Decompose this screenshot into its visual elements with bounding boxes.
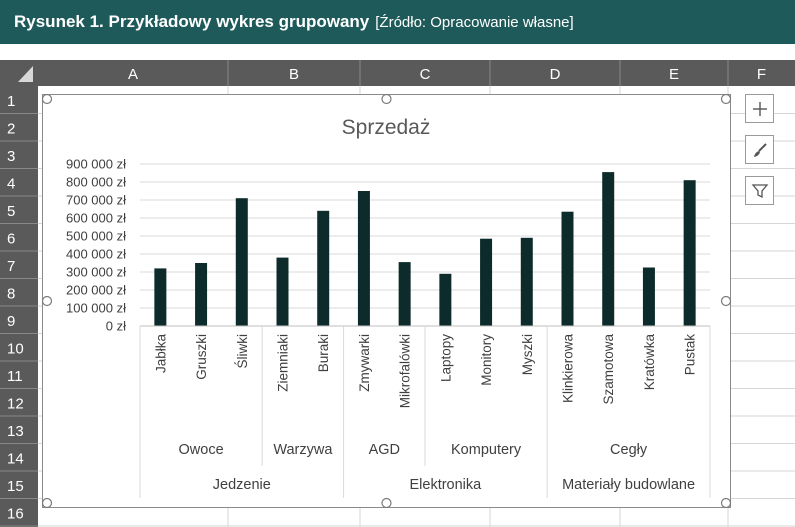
bar-1	[154, 268, 167, 326]
resize-handle	[720, 295, 731, 307]
group-label-level2: Materiały budowlane	[562, 477, 695, 493]
y-tick-label: 500 000 zł	[66, 229, 126, 244]
resize-handle	[720, 497, 731, 508]
row-header-2: 2	[7, 121, 15, 138]
y-tick-label: 0 zł	[106, 319, 126, 334]
resize-handle	[720, 94, 731, 105]
group-label-level2: Jedzenie	[213, 477, 271, 493]
column-header-A: A	[128, 66, 138, 83]
row-header-1: 1	[7, 93, 15, 110]
bar-6	[357, 191, 370, 326]
resize-handle	[42, 497, 53, 508]
bar-14	[683, 180, 696, 326]
x-tick-label: Ziemniaki	[276, 334, 291, 392]
x-tick-label: Myszki	[520, 334, 535, 375]
bar-13	[642, 267, 655, 326]
x-tick-label: Jabłka	[153, 334, 168, 374]
resize-handle	[381, 94, 392, 105]
spreadsheet: A B C D E F 1 2 3 4 5 6 7 8 9 10 11 12 13 14 15 16 Sprzedaż 0 …	[0, 60, 795, 527]
row-header-14: 14	[7, 451, 24, 468]
row-header-6: 6	[7, 231, 15, 248]
row-header-9: 9	[7, 313, 15, 330]
chart-styles-button[interactable]	[745, 135, 774, 164]
x-tick-label: Buraki	[316, 334, 331, 372]
row-header-8: 8	[7, 286, 15, 303]
x-tick-label: Klinkierowa	[561, 334, 576, 404]
x-tick-label: Zmywarki	[357, 334, 372, 392]
caption-source: [Źródło: Opracowanie własne]	[375, 13, 574, 31]
row-header-16: 16	[7, 506, 24, 523]
bar-4	[276, 257, 289, 326]
bar-9	[480, 238, 493, 326]
x-tick-label: Pustak	[683, 334, 698, 376]
x-tick-label: Śliwki	[235, 334, 250, 369]
select-all-icon	[18, 66, 33, 82]
column-header-C: C	[420, 66, 431, 83]
chart-area[interactable]: Sprzedaż 0 zł 100 000 zł 200 000 zł 300 000 …	[42, 94, 731, 508]
chart-elements-button[interactable]	[745, 94, 774, 123]
x-tick-label: Monitory	[479, 334, 494, 386]
bar-2	[195, 263, 208, 326]
row-header-11: 11	[7, 368, 23, 385]
resize-handle	[42, 295, 53, 307]
row-header-10: 10	[7, 341, 24, 358]
group-label-level2: Elektronika	[409, 477, 482, 493]
column-header-B: B	[289, 66, 299, 83]
y-tick-label: 800 000 zł	[66, 175, 126, 190]
bar-12	[602, 172, 615, 326]
bar-10	[520, 237, 533, 326]
x-tick-label: Laptopy	[438, 334, 453, 382]
column-header-E: E	[669, 66, 679, 83]
x-tick-label: Szamotowa	[601, 334, 616, 405]
x-tick-label: Kratówka	[642, 334, 657, 391]
row-header-4: 4	[7, 176, 15, 193]
y-tick-label: 300 000 zł	[66, 265, 126, 280]
caption-label: Rysunek 1. Przykładowy wykres grupowany	[14, 12, 370, 31]
row-header-15: 15	[7, 478, 24, 495]
group-label-level1: Owoce	[179, 442, 224, 458]
row-header-5: 5	[7, 203, 15, 220]
figure-caption: Rysunek 1. Przykładowy wykres grupowany …	[0, 0, 795, 44]
chart-filters-button[interactable]	[745, 176, 774, 205]
chart-svg: Sprzedaż 0 zł 100 000 zł 200 000 zł 300 000 …	[42, 94, 731, 508]
bar-5	[317, 210, 330, 326]
group-label-level1: Cegły	[610, 442, 648, 458]
y-tick-label: 100 000 zł	[66, 301, 126, 316]
row-header-bar	[0, 60, 38, 527]
brush-icon	[753, 142, 767, 157]
y-tick-label: 200 000 zł	[66, 283, 126, 298]
row-header-3: 3	[7, 148, 15, 165]
column-header-bar	[0, 60, 795, 86]
x-tick-label: Gruszki	[194, 334, 209, 380]
bar-7	[398, 262, 411, 326]
y-tick-label: 700 000 zł	[66, 193, 126, 208]
chart-title: Sprzedaż	[342, 116, 431, 139]
group-label-level1: Warzywa	[273, 442, 333, 458]
bar-8	[439, 273, 452, 326]
y-tick-label: 900 000 zł	[66, 157, 126, 172]
bar-3	[235, 198, 248, 326]
row-header-7: 7	[7, 258, 15, 275]
group-label-level1: Komputery	[451, 442, 522, 458]
filter-icon	[751, 183, 768, 198]
row-header-12: 12	[7, 396, 24, 413]
y-tick-label: 600 000 zł	[66, 211, 126, 226]
resize-handle	[381, 497, 392, 508]
x-tick-label: Mikrofalówki	[398, 334, 413, 408]
column-header-F: F	[757, 66, 766, 83]
group-label-level1: AGD	[369, 442, 400, 458]
resize-handle	[42, 94, 53, 105]
plus-icon	[752, 101, 767, 116]
bar-11	[561, 211, 574, 326]
y-tick-label: 400 000 zł	[66, 247, 126, 262]
row-header-13: 13	[7, 423, 24, 440]
column-header-D: D	[550, 66, 561, 83]
